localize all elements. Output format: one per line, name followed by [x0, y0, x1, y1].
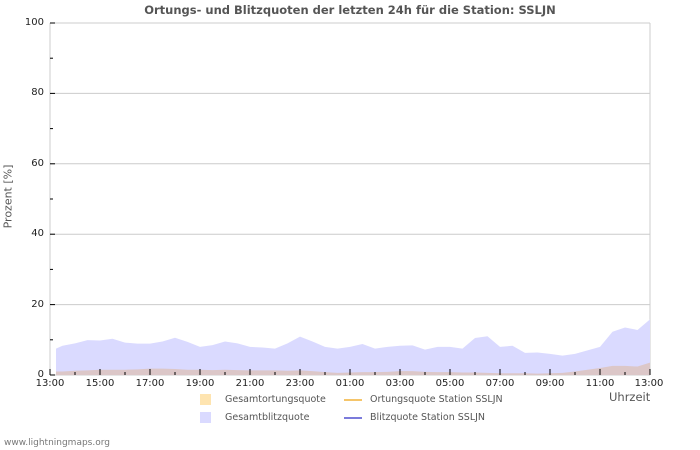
legend-swatch-gesamtortung — [200, 394, 211, 405]
x-tick: 13:00 — [35, 378, 65, 389]
y-tick-0: 0 — [37, 369, 44, 380]
x-tick: 01:00 — [335, 378, 365, 389]
legend-gesamtblitzquote: Gesamtblitzquote — [200, 412, 309, 423]
x-tick: 21:00 — [235, 378, 265, 389]
chart-title: Ortungs- und Blitzquoten der letzten 24h… — [144, 3, 556, 17]
y-tick-100: 100 — [24, 17, 44, 28]
x-tick: 19:00 — [185, 378, 215, 389]
legend-blitzquote-station: Blitzquote Station SSLJN — [344, 412, 485, 423]
y-tick-80: 80 — [31, 87, 44, 98]
x-tick: 23:00 — [285, 378, 315, 389]
x-tick: 11:00 — [585, 378, 615, 389]
x-tick: 05:00 — [435, 378, 465, 389]
x-tick: 09:00 — [535, 378, 565, 389]
x-tick: 13:00 — [634, 378, 664, 389]
legend-line-ortung — [344, 398, 362, 401]
legend-swatch-gesamtblitz — [200, 412, 211, 423]
x-tick: 17:00 — [135, 378, 165, 389]
legend-line-blitz — [344, 416, 362, 419]
x-tick: 03:00 — [385, 378, 415, 389]
legend-label: Gesamtortungsquote — [225, 394, 326, 405]
legend-label: Ortungsquote Station SSLJN — [370, 394, 503, 405]
legend-label: Gesamtblitzquote — [225, 412, 310, 423]
y-tick-40: 40 — [31, 228, 44, 239]
legend-ortungsquote-station: Ortungsquote Station SSLJN — [344, 394, 503, 405]
y-tick-60: 60 — [31, 158, 44, 169]
y-tick-20: 20 — [31, 299, 44, 310]
x-tick: 15:00 — [85, 378, 115, 389]
legend-gesamtortungsquote: Gesamtortungsquote — [200, 394, 326, 405]
x-axis-label: Uhrzeit — [609, 390, 651, 404]
x-tick: 07:00 — [485, 378, 515, 389]
legend-label: Blitzquote Station SSLJN — [370, 412, 486, 423]
footer-link[interactable]: www.lightningmaps.org — [4, 438, 110, 448]
